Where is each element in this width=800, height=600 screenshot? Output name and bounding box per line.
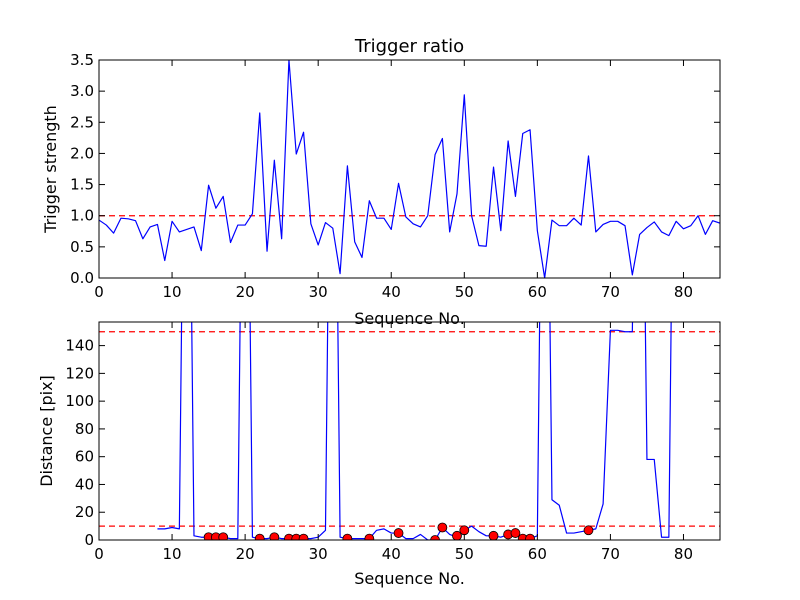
top-plot-area	[99, 60, 720, 278]
top-x-tick-label: 80	[674, 283, 693, 301]
bottom-plot-area	[99, 322, 720, 540]
bottom-marker-point	[510, 528, 521, 538]
bottom-marker-point	[430, 535, 440, 540]
top-y-tick-label: 2.0	[70, 144, 94, 162]
bottom-marker-point	[269, 532, 280, 540]
top-y-tick-label: 1.0	[70, 207, 94, 225]
top-chart-title: Trigger ratio	[354, 36, 464, 57]
bottom-marker-point	[254, 533, 265, 540]
top-series-line	[99, 60, 720, 278]
top-x-tick-label: 30	[309, 283, 328, 301]
bottom-y-tick-label: 0	[84, 531, 94, 549]
bottom-y-tick-label: 100	[65, 392, 94, 410]
trigger-ratio-panel: Trigger ratio Sequence No. Trigger stren…	[41, 36, 721, 328]
bottom-x-tick-label: 50	[455, 545, 474, 563]
top-x-tick-label: 0	[94, 283, 104, 301]
top-x-tick-label: 60	[528, 283, 547, 301]
bottom-y-tick-label: 80	[75, 420, 94, 438]
bottom-y-tick-label: 60	[75, 448, 94, 466]
bottom-marker-point	[393, 528, 404, 538]
bottom-x-axis-label: Sequence No.	[354, 569, 465, 588]
bottom-x-tick-label: 60	[528, 545, 547, 563]
top-y-tick-label: 0.0	[70, 269, 94, 287]
bottom-x-tick-label: 70	[601, 545, 620, 563]
top-x-tick-label: 40	[382, 283, 401, 301]
bottom-x-tick-label: 10	[163, 545, 182, 563]
bottom-x-tick-label: 30	[309, 545, 328, 563]
top-x-tick-label: 20	[236, 283, 255, 301]
bottom-y-tick-label: 20	[75, 503, 94, 521]
top-x-axis-label: Sequence No.	[354, 309, 465, 328]
bottom-marker-point	[488, 530, 499, 540]
bottom-x-tick-label: 80	[674, 545, 693, 563]
bottom-marker-point	[298, 533, 309, 540]
top-x-tick-label: 10	[163, 283, 182, 301]
top-y-tick-label: 0.5	[70, 238, 94, 256]
top-x-tick-label: 70	[601, 283, 620, 301]
bottom-marker-point	[459, 525, 470, 536]
bottom-marker-point	[218, 532, 229, 540]
bottom-y-tick-label: 40	[75, 475, 94, 493]
distance-panel: Sequence No. Distance [pix] 0 10 20 30 40 50 6…	[37, 321, 721, 588]
bottom-marker-point	[437, 522, 448, 533]
bottom-axes-frame	[98, 321, 721, 541]
bottom-x-tick-label: 40	[382, 545, 401, 563]
top-y-tick-label: 1.5	[70, 176, 94, 194]
bottom-x-tick-label: 20	[236, 545, 255, 563]
bottom-marker-point	[525, 533, 535, 540]
top-y-tick-label: 2.5	[70, 113, 94, 131]
bottom-marker-point	[342, 533, 353, 540]
bottom-marker-point	[364, 533, 375, 540]
bottom-marker-point	[583, 525, 594, 536]
bottom-x-tick-label: 0	[94, 545, 104, 563]
top-y-axis-label: Trigger strength	[41, 105, 60, 234]
bottom-y-tick-label: 120	[65, 364, 94, 382]
top-y-tick-label: 3.5	[70, 51, 94, 69]
bottom-marker-point	[452, 530, 462, 540]
top-x-tick-label: 50	[455, 283, 474, 301]
top-y-tick-label: 3.0	[70, 82, 94, 100]
bottom-y-tick-label: 140	[65, 337, 94, 355]
bottom-y-axis-label: Distance [pix]	[37, 375, 56, 487]
top-axes-frame	[98, 59, 721, 279]
